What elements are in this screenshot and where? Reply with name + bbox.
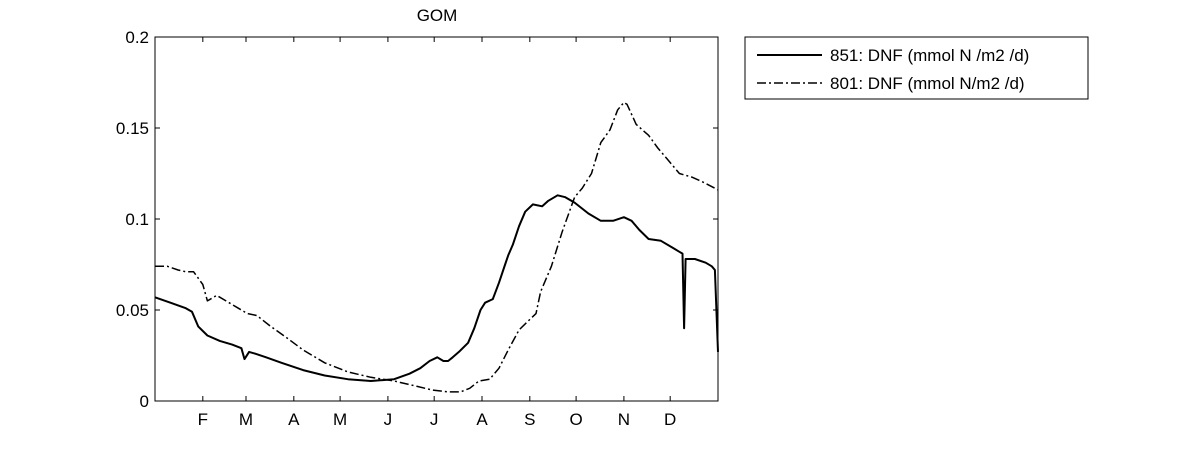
plot-frame [154,36,719,402]
plot-area [154,36,719,402]
x-tick-label: S [524,410,535,429]
series-line-0 [154,194,719,382]
x-tick-label: A [476,410,488,429]
series-line-1 [155,101,719,393]
legend-label-851: 851: DNF (mmol N /m2 /d) [830,46,1029,65]
chart-title: GOM [417,6,458,25]
y-axis: 0 0.05 0.1 0.15 0.2 [116,28,718,411]
y-tick-label: 0.05 [116,301,149,320]
y-tick-label: 0 [140,392,149,411]
x-tick-label: O [569,410,582,429]
x-tick-label: J [384,410,393,429]
y-tick-label: 0.2 [125,28,149,47]
series-lines [154,101,719,393]
x-tick-label: F [198,410,208,429]
legend: 851: DNF (mmol N /m2 /d) 801: DNF (mmol … [744,36,1089,100]
legend-box [744,36,1089,100]
y-tick-label: 0.15 [116,119,149,138]
x-tick-label: A [288,410,300,429]
x-tick-label: N [618,410,630,429]
x-tick-label: M [239,410,253,429]
x-tick-label: J [430,410,439,429]
y-tick-label: 0.1 [125,210,149,229]
x-tick-label: D [664,410,676,429]
x-tick-label: M [333,410,347,429]
legend-label-801: 801: DNF (mmol N/m2 /d) [830,74,1025,93]
